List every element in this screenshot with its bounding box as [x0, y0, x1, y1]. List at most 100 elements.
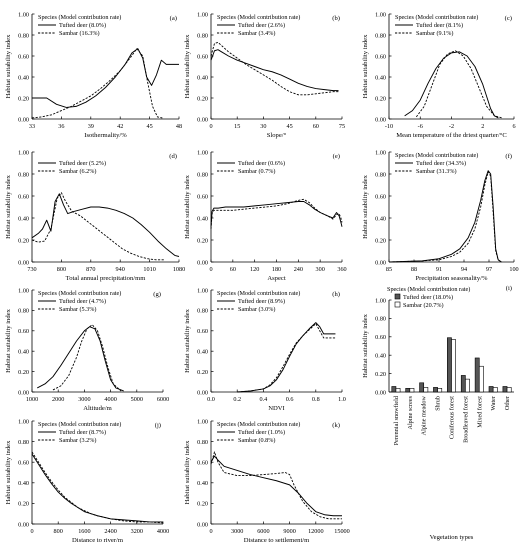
y-tick-label: 0.00 [197, 389, 208, 396]
x-tick-label: 1010 [143, 266, 155, 273]
legend-entry-tufted-deer: Tufted deer (8.0%) [59, 22, 106, 29]
x-axis-label: Precipitation seasonality/% [416, 275, 488, 282]
y-tick-label: 0.80 [375, 32, 386, 39]
panel-label: (f) [505, 153, 512, 160]
x-tick-label: 2400 [104, 528, 116, 535]
y-tick-label: 1.00 [197, 418, 208, 425]
x-tick-label: 730 [27, 266, 36, 273]
bar-tufted-deer [447, 337, 452, 393]
y-tick-label: 1.00 [375, 149, 386, 156]
bar-sambar [506, 387, 512, 393]
panel-label: (d) [169, 153, 177, 160]
x-axis-label: Slope/° [267, 132, 287, 139]
bar-sambar [395, 388, 401, 393]
x-tick-label: 45 [287, 123, 293, 130]
legend-entry-sambar: Sambar (6.2%) [59, 168, 96, 175]
category-label: Water [490, 396, 497, 411]
x-tick-label: 0.6 [286, 396, 294, 403]
x-tick-label: 940 [116, 266, 125, 273]
y-tick-label: 0.20 [197, 369, 208, 376]
y-tick-label: 0.00 [375, 389, 386, 396]
y-axis-label: Habitat suitability index [184, 34, 191, 98]
legend-entry-tufted-deer: Tufted deer (2.6%) [238, 22, 285, 29]
x-tick-label: 1.0 [338, 396, 346, 403]
series-line-sambar [31, 48, 163, 119]
legend-title: Species (Model contribution rate) [395, 14, 478, 21]
legend-entry-tufted-deer: Tufted deer (34.3%) [416, 160, 466, 167]
x-tick-label: 300 [316, 266, 325, 273]
legend-title: Species (Model contribution rate) [38, 421, 121, 428]
y-tick-label: 1.00 [197, 11, 208, 18]
series-line-sambar [210, 198, 343, 230]
x-tick-label: 6000 [257, 528, 269, 535]
legend-swatch-tufted-deer [394, 293, 401, 300]
bar-sambar [437, 388, 443, 393]
x-tick-label: 60 [230, 266, 236, 273]
x-tick-label: 0.2 [233, 396, 241, 403]
x-tick-label: 360 [337, 266, 346, 273]
panel-label: (a) [170, 15, 177, 22]
chart-panel-e: 0.00 0.20 0.40 0.60 0.80 1.00 Habitat suitabil… [184, 149, 347, 282]
series-line-sambar [237, 323, 336, 393]
legend-swatch-sambar [394, 301, 401, 308]
x-tick-label: 12000 [308, 528, 323, 535]
x-tick-label: 6000 [157, 396, 169, 403]
x-tick-label: 180 [272, 266, 281, 273]
x-tick-label: 4000 [104, 396, 116, 403]
x-axis-label: Vegetation types [430, 534, 474, 541]
y-tick-label: 0.80 [18, 32, 29, 39]
x-tick-label: 0 [209, 528, 212, 535]
y-tick-label: 0.20 [18, 237, 29, 244]
x-tick-label: 240 [294, 266, 303, 273]
legend-entry-sambar: Sambar (5.3%) [59, 306, 96, 313]
y-tick-label: 0.00 [197, 521, 208, 528]
x-tick-label: 0 [209, 266, 212, 273]
chart-panel-c: 0.00 0.20 0.40 0.60 0.80 1.00 Habitat suitabil… [362, 11, 516, 139]
y-tick-label: 0.00 [18, 116, 29, 123]
x-tick-label: 800 [57, 266, 66, 273]
x-tick-label: 33 [29, 123, 35, 130]
legend-entry-sambar: Sambar (3.2%) [59, 437, 96, 444]
y-axis-label: Habitat suitability index [184, 308, 191, 372]
x-tick-label: 3000 [78, 396, 90, 403]
y-tick-label: 0.40 [197, 215, 208, 222]
y-tick-label: 0.20 [375, 95, 386, 102]
y-axis-label: Habitat suitability index [5, 174, 12, 238]
category-label: Mixed forest [476, 396, 483, 428]
series-line-sambar [52, 324, 122, 392]
y-tick-label: 0.00 [197, 259, 208, 266]
x-tick-label: 15000 [334, 528, 349, 535]
legend-entry-sambar: Sambar (3.0%) [238, 306, 275, 313]
bar-tufted-deer [419, 382, 425, 393]
x-tick-label: 9000 [283, 528, 295, 535]
bar-tufted-deer [405, 388, 411, 393]
x-tick-label: 2 [481, 123, 484, 130]
panel-label: (j) [155, 422, 161, 429]
x-tick-label: 870 [86, 266, 95, 273]
x-axis-label: Distance to river/m [72, 537, 124, 544]
series-line-tufted-deer [210, 455, 342, 517]
x-tick-label: 0.8 [312, 396, 320, 403]
x-tick-label: 1080 [173, 266, 185, 273]
legend-title: Species (Model contribution rate) [38, 290, 121, 297]
bar-sambar [423, 387, 429, 393]
panel-label: (e) [333, 153, 340, 160]
y-tick-label: 0.40 [197, 349, 208, 356]
y-tick-label: 0.80 [18, 308, 29, 315]
y-tick-label: 0.00 [375, 259, 386, 266]
y-tick-label: 0.20 [375, 237, 386, 244]
x-tick-label: 48 [176, 123, 182, 130]
legend-entry-tufted-deer: Tufted deer (0.6%) [238, 160, 285, 167]
chart-panel-i: 0.00 0.20 0.40 0.60 0.80 1.00 Habitat suitabil… [362, 285, 514, 541]
y-tick-label: 0.40 [375, 74, 386, 81]
y-axis-label: Habitat suitability index [5, 440, 12, 504]
panel-label: (b) [332, 15, 340, 22]
x-axis-label: Distance to settlement/m [244, 537, 310, 544]
y-tick-label: 0.60 [18, 460, 29, 467]
bar-sambar [492, 387, 498, 393]
y-tick-label: 0.60 [197, 328, 208, 335]
x-tick-label: 75 [339, 123, 345, 130]
y-tick-label: 0.80 [197, 439, 208, 446]
